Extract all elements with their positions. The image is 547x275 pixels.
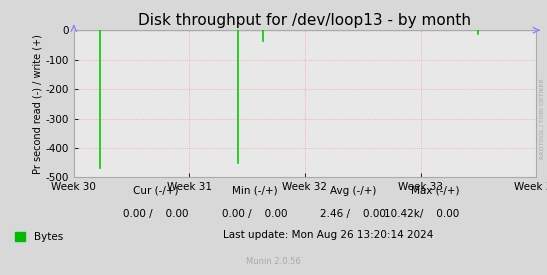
Text: Max (-/+): Max (-/+) xyxy=(411,186,459,196)
Text: 10.42k/    0.00: 10.42k/ 0.00 xyxy=(384,209,459,219)
Text: 0.00 /    0.00: 0.00 / 0.00 xyxy=(123,209,189,219)
Text: 2.46 /    0.00: 2.46 / 0.00 xyxy=(320,209,386,219)
Text: 0.00 /    0.00: 0.00 / 0.00 xyxy=(222,209,287,219)
Y-axis label: Pr second read (-) / write (+): Pr second read (-) / write (+) xyxy=(33,34,43,174)
Text: Munin 2.0.56: Munin 2.0.56 xyxy=(246,257,301,266)
Text: Min (-/+): Min (-/+) xyxy=(231,186,277,196)
Text: Last update: Mon Aug 26 13:20:14 2024: Last update: Mon Aug 26 13:20:14 2024 xyxy=(223,230,433,240)
Text: Cur (-/+): Cur (-/+) xyxy=(133,186,179,196)
Title: Disk throughput for /dev/loop13 - by month: Disk throughput for /dev/loop13 - by mon… xyxy=(138,13,472,28)
Text: Avg (-/+): Avg (-/+) xyxy=(330,186,376,196)
Legend: Bytes: Bytes xyxy=(11,228,67,246)
Text: RRDTOOL / TOBI OETIKER: RRDTOOL / TOBI OETIKER xyxy=(539,78,544,159)
